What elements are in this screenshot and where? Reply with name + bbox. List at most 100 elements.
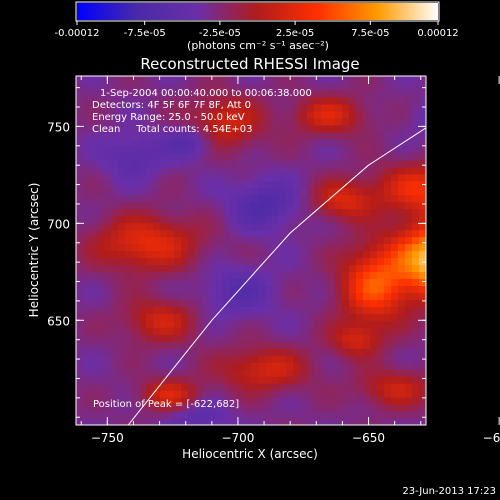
heatmap-cell <box>335 145 343 154</box>
heatmap-cell <box>111 76 119 84</box>
heatmap-cell <box>181 76 189 84</box>
heatmap-cell <box>384 103 392 112</box>
heatmap-cell <box>244 76 252 84</box>
heatmap-cell <box>293 215 301 224</box>
heatmap-cell <box>286 383 294 391</box>
heatmap-cell <box>160 390 168 398</box>
heatmap-cell <box>216 327 224 335</box>
heatmap-cell <box>132 355 140 363</box>
heatmap-cell <box>349 201 357 210</box>
heatmap-cell <box>384 236 392 245</box>
heatmap-cell <box>293 180 301 189</box>
heatmap-cell <box>419 89 426 98</box>
heatmap-cell <box>237 131 245 140</box>
heatmap-cell <box>342 89 350 98</box>
heatmap-cell <box>398 278 406 286</box>
heatmap-cell <box>265 89 273 98</box>
heatmap-cell <box>286 404 294 412</box>
heatmap-cell <box>356 180 364 189</box>
heatmap-cell <box>174 152 182 161</box>
heatmap-cell <box>195 418 203 425</box>
heatmap-cell <box>258 397 266 405</box>
heatmap-cell <box>258 124 266 133</box>
heatmap-cell <box>146 194 154 203</box>
heatmap-cell <box>118 208 126 217</box>
heatmap-cell <box>307 327 315 335</box>
heatmap-cell <box>90 166 98 175</box>
heatmap-cell <box>405 103 413 112</box>
heatmap-cell <box>265 369 273 377</box>
heatmap-cell <box>412 390 420 398</box>
heatmap-cell <box>188 376 196 384</box>
heatmap-cell <box>398 243 406 252</box>
heatmap-cell <box>419 152 426 161</box>
heatmap-cell <box>300 194 308 203</box>
heatmap-cell <box>251 376 259 384</box>
heatmap-cell <box>391 411 399 419</box>
x-tick-label: −750 <box>91 431 124 445</box>
heatmap-cell <box>209 236 217 245</box>
heatmap-cell <box>314 278 322 286</box>
heatmap-cell <box>104 292 112 300</box>
heatmap-cell <box>139 187 147 196</box>
heatmap-cell <box>160 411 168 419</box>
heatmap-cell <box>349 348 357 356</box>
heatmap-cell <box>321 215 329 224</box>
heatmap-cell <box>307 194 315 203</box>
heatmap-cell <box>111 278 119 286</box>
heatmap-cell <box>279 292 287 300</box>
heatmap-cell <box>293 152 301 161</box>
heatmap-cell <box>370 215 378 224</box>
heatmap-cell <box>405 89 413 98</box>
heatmap-cell <box>244 236 252 245</box>
heatmap-cell <box>111 404 119 412</box>
heatmap-cell <box>265 250 273 259</box>
heatmap-cell <box>83 397 91 405</box>
heatmap-cell <box>125 187 133 196</box>
heatmap-cell <box>118 348 126 356</box>
heatmap-cell <box>146 376 154 384</box>
heatmap-cell <box>342 110 350 119</box>
heatmap-cell <box>265 124 273 133</box>
heatmap-cell <box>391 159 399 168</box>
heatmap-cell <box>419 376 426 384</box>
heatmap-cell <box>363 180 371 189</box>
heatmap-cell <box>321 369 329 377</box>
heatmap-cell <box>244 418 252 425</box>
heatmap-cell <box>132 82 140 91</box>
heatmap-cell <box>279 334 287 342</box>
heatmap-cell <box>286 131 294 140</box>
heatmap-cell <box>258 138 266 147</box>
heatmap-cell <box>398 264 406 273</box>
heatmap-cell <box>391 124 399 133</box>
heatmap-cell <box>188 418 196 425</box>
heatmap-cell <box>279 306 287 314</box>
heatmap-cell <box>202 173 210 182</box>
heatmap-cell <box>237 257 245 266</box>
heatmap-cell <box>328 390 336 398</box>
heatmap-cell <box>251 131 259 140</box>
heatmap-cell <box>286 411 294 419</box>
heatmap-cell <box>272 152 280 161</box>
heatmap-cell <box>286 166 294 175</box>
heatmap-cell <box>321 383 329 391</box>
heatmap-cell <box>265 341 273 349</box>
heatmap-cell <box>216 243 224 252</box>
heatmap-cell <box>363 201 371 210</box>
heatmap-cell <box>237 236 245 245</box>
heatmap-cell <box>391 89 399 98</box>
heatmap-cell <box>377 313 385 321</box>
heatmap-cell <box>90 180 98 189</box>
heatmap-cell <box>321 334 329 342</box>
heatmap-cell <box>307 278 315 286</box>
heatmap-cell <box>139 166 147 175</box>
heatmap-cell <box>181 215 189 224</box>
heatmap-cell <box>244 257 252 266</box>
heatmap-cell <box>216 117 224 126</box>
heatmap-cell <box>181 306 189 314</box>
heatmap-cell <box>188 390 196 398</box>
heatmap-cell <box>405 390 413 398</box>
heatmap-cell <box>384 390 392 398</box>
heatmap-cell <box>363 124 371 133</box>
heatmap-cell <box>279 138 287 147</box>
